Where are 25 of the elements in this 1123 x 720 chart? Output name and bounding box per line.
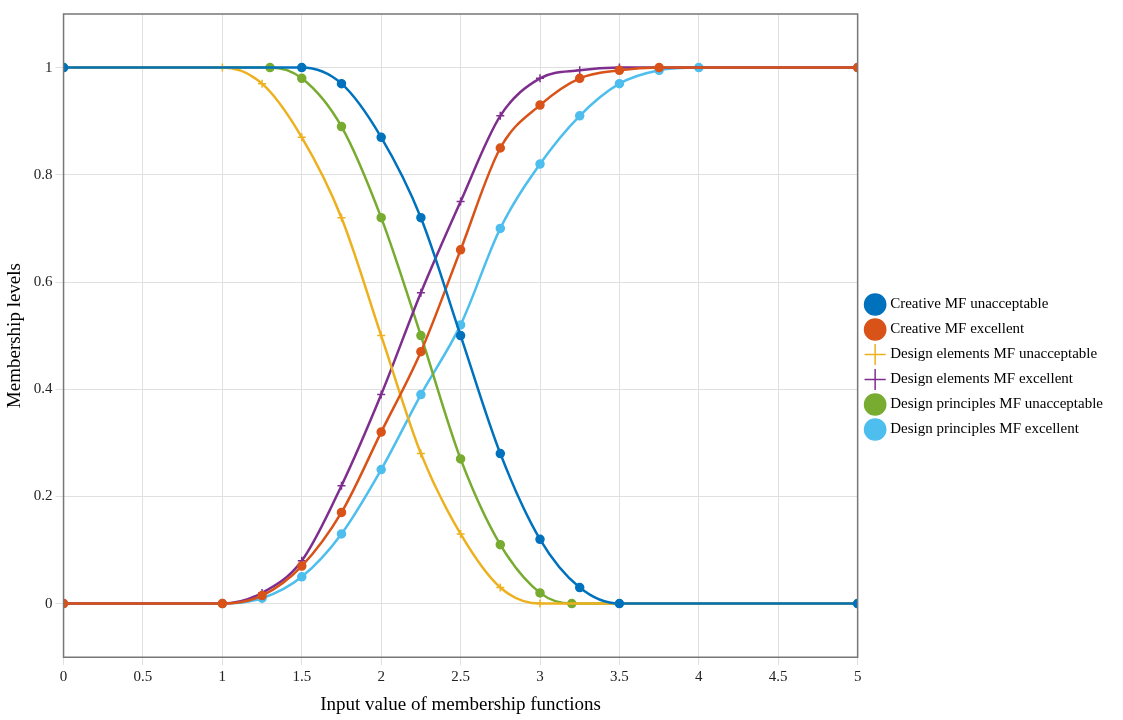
x-tick-label: 1.5	[292, 668, 312, 685]
x-tick-label: 1	[218, 668, 227, 685]
y-tick-label: 0.4	[33, 380, 54, 397]
y-axis-title: Membership levels	[3, 263, 25, 409]
y-tick-label: 0.2	[33, 487, 53, 504]
y-tick-label: 1	[45, 58, 53, 75]
legend-label: Design principles MF unacceptable	[890, 395, 1104, 412]
x-tick-label: 5	[853, 668, 862, 685]
x-tick-label: 3.5	[610, 668, 629, 685]
legend-label: Creative MF unacceptable	[890, 295, 1049, 312]
x-tick-label: 4.5	[768, 668, 788, 685]
x-tick-label: 0.5	[133, 668, 153, 685]
x-tick-label: 4	[695, 668, 704, 685]
x-tick-label: 3	[536, 668, 544, 685]
y-tick-label: 0.6	[33, 272, 54, 289]
x-axis-title: Input value of membership functions	[320, 692, 601, 714]
x-tick-label: 0	[59, 668, 68, 685]
x-tick-label: 2.5	[451, 668, 470, 685]
x-tick-label: 2	[377, 668, 385, 685]
legend-label: Design elements MF excellent	[890, 370, 1074, 387]
y-tick-label: 0	[45, 594, 53, 611]
legend-label: Design principles MF excellent	[890, 420, 1080, 437]
legend-label: Creative MF excellent	[890, 320, 1026, 337]
y-tick-label: 0.8	[33, 165, 53, 182]
legend-label: Design elements MF unacceptable	[890, 345, 1098, 362]
